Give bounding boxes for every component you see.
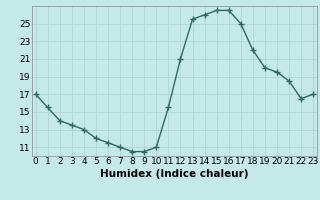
X-axis label: Humidex (Indice chaleur): Humidex (Indice chaleur) — [100, 169, 249, 179]
